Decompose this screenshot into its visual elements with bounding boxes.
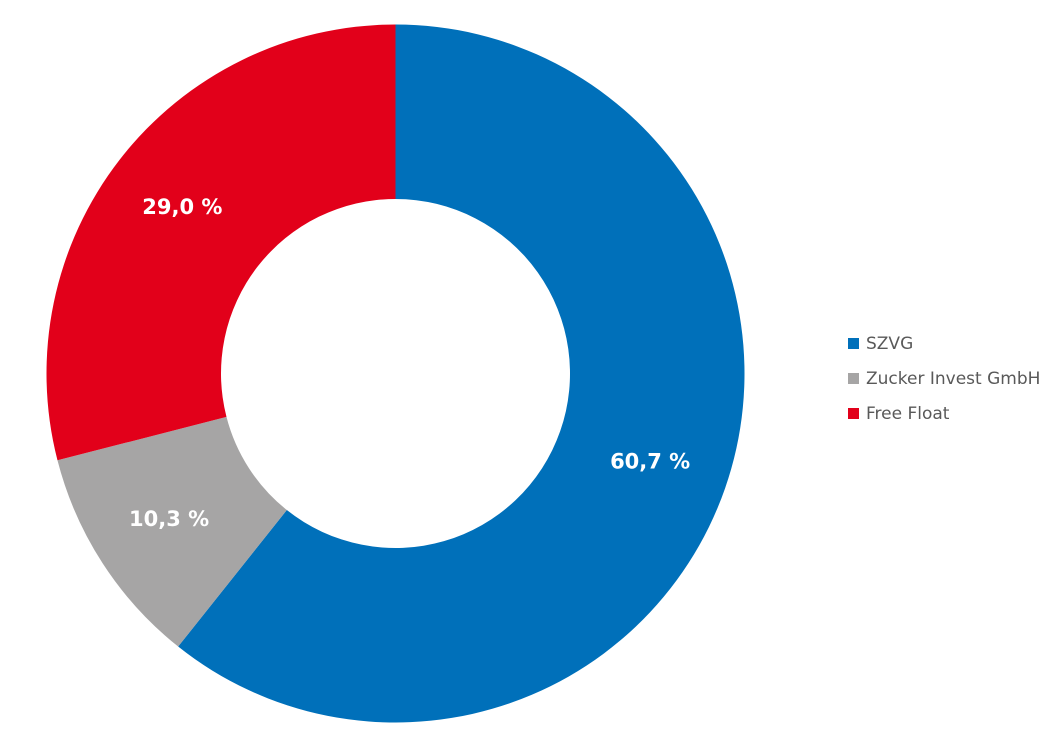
- legend-label: Zucker Invest GmbH: [866, 368, 1041, 389]
- legend-swatch: [848, 373, 859, 384]
- chart-legend: SZVG Zucker Invest GmbH Free Float: [848, 326, 1040, 431]
- legend-label: Free Float: [866, 403, 950, 424]
- legend-swatch: [848, 338, 859, 349]
- legend-label: SZVG: [866, 333, 914, 354]
- value-label-szvg: 60,7 %: [610, 449, 690, 473]
- legend-item-zucker-invest-gmbh: Zucker Invest GmbH: [848, 361, 1040, 396]
- legend-swatch: [848, 408, 859, 419]
- slice-free-float: [46, 24, 396, 461]
- legend-item-free-float: Free Float: [848, 396, 1040, 431]
- value-label-free-float: 29,0 %: [142, 195, 222, 219]
- legend-item-szvg: SZVG: [848, 326, 1040, 361]
- donut-value-labels: 60,7 % 10,3 % 29,0 %: [129, 195, 690, 531]
- slice-szvg: [178, 24, 745, 723]
- value-label-zucker-invest-gmbh: 10,3 %: [129, 507, 209, 531]
- donut-slices: [46, 24, 745, 723]
- slice-zucker-invest-gmbh: [57, 416, 287, 647]
